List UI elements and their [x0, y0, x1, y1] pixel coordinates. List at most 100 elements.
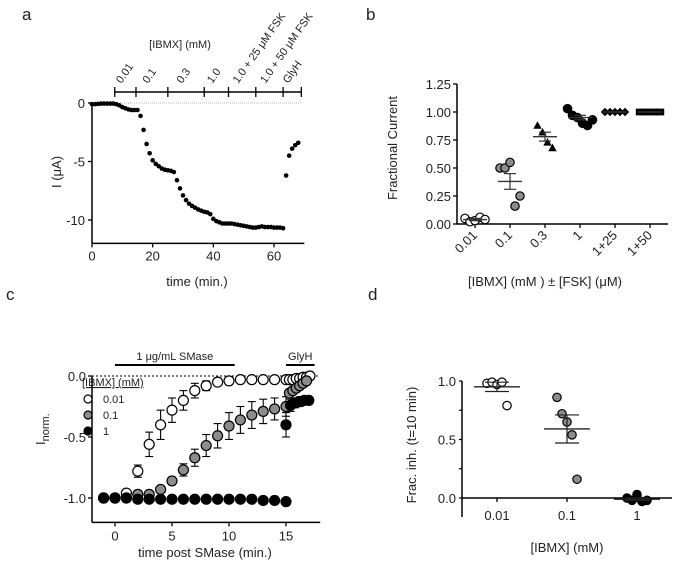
panel-c-data-point [155, 493, 167, 505]
panel-a-data-point [150, 158, 155, 163]
panel-c-data-point [223, 420, 235, 432]
panel-a-ytick-label: -10 [66, 213, 85, 228]
panel-b-xtick-label: 0.1 [492, 228, 515, 251]
panel-c-xtick-label: 0 [111, 528, 118, 543]
panel-c-legend-label-2: 1 [103, 426, 109, 438]
panel-d-ytick-label: 0.5 [438, 433, 456, 448]
panel-d-data-point [502, 400, 512, 411]
panel-a-data-point [283, 173, 289, 178]
panel-a-ylabel: I (μA) [49, 156, 64, 188]
panel-c-data-point [200, 493, 212, 505]
panel-c-chart: time post SMase (min.) Inorm. [IBMX] (mM… [33, 351, 321, 560]
panel-b-xtick-label: 1+25 [589, 228, 620, 259]
panel-c-xtick-label: 10 [222, 528, 236, 543]
panel-c-data-point [303, 394, 315, 406]
panel-b-data-point [548, 143, 557, 152]
panel-b-ytick-label: 0.25 [426, 189, 451, 204]
panel-c-data-point [143, 493, 155, 505]
panel-label-b: b [366, 5, 375, 24]
panel-label-c: c [6, 285, 15, 304]
panel-d-ytick-label: 0.0 [438, 491, 456, 506]
panel-c-ytick-label: -0.5 [64, 430, 86, 445]
panel-b-ylabel: Fractional Current [385, 96, 400, 200]
panel-d-ytick-label: 1.0 [438, 374, 456, 389]
panel-c-data-point [246, 374, 258, 386]
panel-c-data-point [177, 394, 189, 406]
panel-a-chart: [IBMX] (mM) time (min.) I (μA) 0 20 40 60 0 -… [49, 10, 316, 289]
panel-a-treatment-label: 1.0 [205, 66, 224, 85]
panel-a-data-point [174, 177, 180, 183]
panel-c-data-point [200, 439, 212, 452]
panel-c-data-point [300, 375, 313, 387]
panel-c-data-point [143, 438, 155, 450]
panel-c-data-point [177, 464, 189, 476]
panel-c-data-point [246, 409, 258, 421]
panel-a-data-point [138, 113, 143, 119]
panel-a-data-point [295, 140, 301, 146]
panel-b-chart: [IBMX] (mM ) ± [FSK] (μM) Fractional Cur… [385, 77, 668, 289]
panel-b-data-point [533, 121, 542, 129]
panel-a-data-point [177, 186, 183, 191]
panel-c-data-point [234, 493, 246, 505]
panel-c-data-point [212, 376, 224, 388]
panel-a-data-point [171, 169, 177, 175]
panel-b-xtick-label: 0.3 [527, 228, 550, 251]
panel-c-data-point [120, 492, 133, 504]
panel-c-data-point [189, 452, 201, 464]
panel-c-data-point [166, 475, 178, 487]
panel-c-data-point [109, 492, 121, 504]
panel-c-ylabel: Inorm. [33, 413, 52, 445]
panel-b-data-point [562, 103, 573, 114]
panel-c-treatment-label: GlyH [288, 351, 313, 363]
panel-d-data-point [572, 474, 582, 485]
panel-a-data-point [144, 141, 149, 147]
panel-c-data-point [97, 492, 110, 504]
panel-c-ylabel-sub: norm. [40, 413, 52, 441]
panel-a-treatment-label: GlyH [281, 59, 305, 86]
panel-d-xtick-label: 1 [633, 508, 640, 523]
panel-c-data-point [269, 494, 281, 507]
panel-a-data-point [135, 107, 140, 113]
panel-b-data-point [505, 157, 515, 168]
panel-d-xlabel: [IBMX] (mM) [531, 540, 604, 555]
panel-c-legend-label-0: 0.01 [103, 394, 124, 406]
panel-c-data-point [257, 374, 269, 386]
panel-c-data-point [280, 419, 292, 431]
panel-c-treatment-label: 1 μg/mL SMase [136, 351, 213, 363]
panel-c-data-point [155, 483, 167, 496]
panel-c-data-point [269, 374, 281, 386]
panel-a-data-point [183, 197, 189, 203]
panel-b-xlabel: [IBMX] (mM ) ± [FSK] (μM) [468, 274, 622, 289]
panel-d-ylabel: Frac. inh. (t=10 min) [404, 387, 419, 504]
panel-a-xtick-label: 0 [88, 248, 95, 263]
panel-c-data-point [166, 493, 178, 505]
panel-d-chart: [IBMX] (mM) Frac. inh. (t=10 min) 0.0 0.5… [404, 374, 672, 555]
panel-a-data-point [286, 153, 292, 158]
panel-a-ytick-label: -5 [73, 155, 85, 170]
panel-d-xtick-label: 0.1 [558, 508, 576, 523]
panel-b-ytick-label: 1.25 [426, 77, 451, 92]
panel-c-data-point [132, 493, 144, 505]
panel-a-data-point [208, 211, 213, 217]
panel-a-data-point [141, 127, 146, 133]
panel-c-data-point [234, 374, 246, 386]
panel-d-data-point [552, 392, 562, 403]
panel-c-data-point [223, 493, 235, 505]
panel-a-treatment-title: [IBMX] (mM) [149, 39, 211, 51]
panel-label-a: a [22, 5, 32, 24]
panel-c-xtick-label: 15 [279, 528, 293, 543]
panel-c-data-point [234, 414, 246, 426]
panel-c-data-point [257, 494, 269, 507]
panel-d-xtick-label: 0.01 [484, 508, 509, 523]
panel-a-treatment-label: 0.1 [141, 66, 160, 85]
panel-c-legend-marker [83, 410, 93, 420]
panel-c-data-point [269, 403, 281, 415]
panel-c-legend-marker [83, 394, 93, 404]
panel-a-data-point [280, 225, 286, 231]
panel-c-data-point [212, 430, 224, 442]
panel-c-legend-title: [IBMX] (mM) [82, 377, 144, 389]
panel-a-xtick-label: 20 [145, 248, 159, 263]
panel-a-xtick-label: 40 [206, 248, 220, 263]
panel-b-data-point [543, 138, 552, 146]
panel-d-data-point [567, 430, 577, 440]
